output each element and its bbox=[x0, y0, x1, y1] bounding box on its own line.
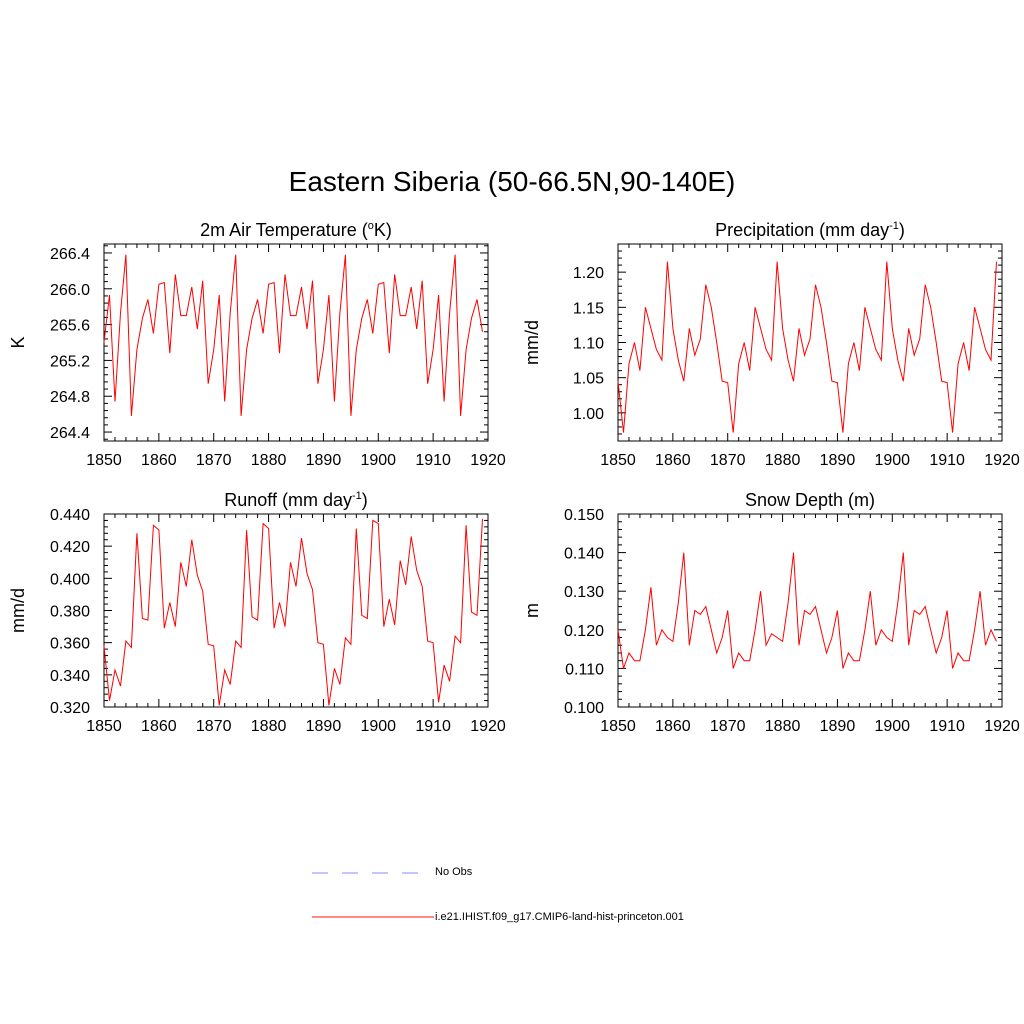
y-tick-label: 1.20 bbox=[573, 265, 604, 282]
panel-title: Precipitation (mm day-1) bbox=[715, 220, 905, 240]
x-tick-label: 1910 bbox=[929, 718, 965, 735]
legend-model-label: i.e21.IHIST.f09_g17.CMIP6-land-hist-prin… bbox=[435, 911, 684, 923]
x-tick-label: 1890 bbox=[820, 452, 856, 469]
legend-obs-label: No Obs bbox=[435, 866, 473, 878]
y-tick-label: 0.380 bbox=[50, 604, 90, 621]
y-tick-label: 1.15 bbox=[573, 300, 604, 317]
series-line bbox=[103, 518, 483, 706]
y-tick-label: 1.05 bbox=[573, 371, 604, 388]
y-tick-label: 0.110 bbox=[565, 661, 604, 678]
x-tick-label: 1910 bbox=[415, 452, 451, 469]
panel-title: 2m Air Temperature (oK) bbox=[200, 220, 392, 240]
y-tick-label: 0.400 bbox=[50, 571, 90, 588]
legend-obs-line bbox=[312, 872, 422, 874]
y-tick-label: 264.4 bbox=[50, 425, 90, 442]
x-tick-label: 1850 bbox=[86, 452, 122, 469]
x-tick-label: 1920 bbox=[984, 452, 1020, 469]
x-tick-label: 1860 bbox=[141, 718, 177, 735]
plot-frame bbox=[103, 243, 489, 442]
x-tick-label: 1900 bbox=[360, 452, 396, 469]
x-tick-label: 1880 bbox=[765, 718, 801, 735]
y-tick-label: 1.00 bbox=[573, 406, 604, 423]
x-tick-label: 1870 bbox=[196, 718, 232, 735]
x-tick-label: 1890 bbox=[820, 718, 856, 735]
y-tick-label: 0.340 bbox=[50, 668, 90, 685]
panel-title: Snow Depth (m) bbox=[745, 490, 875, 510]
x-tick-label: 1860 bbox=[141, 452, 177, 469]
x-tick-label: 1910 bbox=[929, 452, 965, 469]
y-tick-label: 265.2 bbox=[50, 353, 90, 370]
y-axis-label: mm/d bbox=[8, 588, 28, 633]
x-tick-label: 1880 bbox=[765, 452, 801, 469]
y-tick-label: 0.140 bbox=[564, 546, 604, 563]
y-tick-label: 264.8 bbox=[50, 389, 90, 406]
x-tick-label: 1870 bbox=[710, 452, 746, 469]
y-tick-label: 0.150 bbox=[564, 507, 604, 524]
y-tick-label: 0.440 bbox=[50, 507, 90, 524]
plot-frame bbox=[103, 513, 489, 708]
y-tick-label: 0.420 bbox=[50, 539, 90, 556]
x-tick-label: 1880 bbox=[251, 718, 287, 735]
x-tick-label: 1860 bbox=[655, 718, 691, 735]
series-line bbox=[617, 261, 997, 433]
x-tick-label: 1860 bbox=[655, 452, 691, 469]
plot-frame bbox=[617, 513, 1003, 708]
x-tick-label: 1890 bbox=[306, 718, 342, 735]
y-tick-label: 266.4 bbox=[50, 246, 90, 263]
legend-model-line bbox=[312, 916, 434, 918]
x-tick-label: 1900 bbox=[874, 718, 910, 735]
x-tick-label: 1920 bbox=[470, 718, 506, 735]
y-axis-label: K bbox=[8, 336, 28, 348]
x-tick-label: 1920 bbox=[984, 718, 1020, 735]
x-tick-label: 1900 bbox=[360, 718, 396, 735]
y-tick-label: 0.100 bbox=[564, 700, 604, 717]
y-axis-label: mm/d bbox=[522, 320, 542, 365]
y-axis-label: m bbox=[522, 603, 542, 618]
x-tick-label: 1870 bbox=[710, 718, 746, 735]
y-tick-label: 0.120 bbox=[564, 623, 604, 640]
y-tick-label: 0.130 bbox=[564, 584, 604, 601]
y-tick-label: 266.0 bbox=[50, 282, 90, 299]
series-line bbox=[617, 552, 997, 669]
y-tick-label: 0.360 bbox=[50, 636, 90, 653]
panel-title: Runoff (mm day-1) bbox=[224, 490, 368, 510]
x-tick-label: 1850 bbox=[600, 452, 636, 469]
x-tick-label: 1850 bbox=[86, 718, 122, 735]
y-tick-label: 0.320 bbox=[50, 700, 90, 717]
x-tick-label: 1890 bbox=[306, 452, 342, 469]
x-tick-label: 1910 bbox=[415, 718, 451, 735]
y-tick-label: 265.6 bbox=[50, 318, 90, 335]
x-tick-label: 1870 bbox=[196, 452, 232, 469]
x-tick-label: 1920 bbox=[470, 452, 506, 469]
x-tick-label: 1880 bbox=[251, 452, 287, 469]
page-title: Eastern Siberia (50-66.5N,90-140E) bbox=[288, 166, 736, 197]
y-tick-label: 1.10 bbox=[573, 336, 604, 353]
x-tick-label: 1850 bbox=[600, 718, 636, 735]
x-tick-label: 1900 bbox=[874, 452, 910, 469]
series-line bbox=[103, 254, 483, 416]
